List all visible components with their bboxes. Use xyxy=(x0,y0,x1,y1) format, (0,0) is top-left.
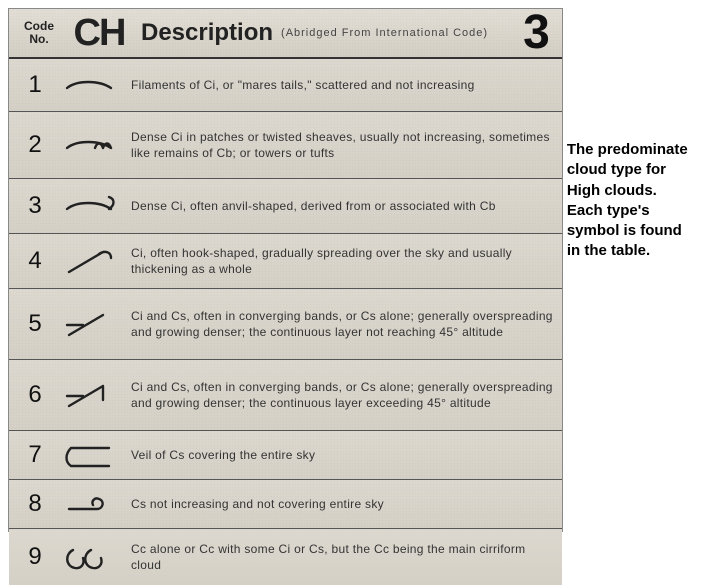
caption-line: The predominate xyxy=(567,141,688,158)
table-row: 1 Filaments of Ci, or "mares tails," scat… xyxy=(9,59,562,112)
description-text: Filaments of Ci, or "mares tails," scatt… xyxy=(125,77,556,93)
cloud-symbol-icon xyxy=(55,379,125,411)
cloud-symbol-icon xyxy=(55,439,125,471)
description-text: Ci and Cs, often in converging bands, or… xyxy=(125,379,556,411)
table-row: 9 Cc alone or Cc with some Ci or Cs, but … xyxy=(9,529,562,585)
caption: The predominate cloud type for High clou… xyxy=(563,0,720,540)
cloud-symbol-icon xyxy=(55,69,125,101)
table-row: 5 Ci and Cs, often in converging bands, o… xyxy=(9,289,562,360)
cloud-code-table: Code No. CH Description (Abridged From I… xyxy=(8,8,563,532)
table-row: 2 Dense Ci in patches or twisted sheaves,… xyxy=(9,112,562,179)
caption-line: symbol is found xyxy=(567,222,682,239)
code-number: 5 xyxy=(15,310,55,338)
code-number: 9 xyxy=(15,543,55,571)
table-row: 6 Ci and Cs, often in converging bands, o… xyxy=(9,360,562,431)
code-number: 1 xyxy=(15,71,55,99)
cloud-symbol-icon xyxy=(55,308,125,340)
description-text: Cc alone or Cc with some Ci or Cs, but t… xyxy=(125,541,556,573)
header-corner-number: 3 xyxy=(523,9,550,57)
code-number: 8 xyxy=(15,490,55,518)
cloud-symbol-icon xyxy=(55,488,125,520)
description-text: Veil of Cs covering the entire sky xyxy=(125,447,556,463)
caption-line: High clouds. xyxy=(567,182,657,199)
table-row: 3 Dense Ci, often anvil-shaped, derived f… xyxy=(9,179,562,234)
code-number: 2 xyxy=(15,131,55,159)
page: Code No. CH Description (Abridged From I… xyxy=(0,0,720,540)
description-text: Dense Ci, often anvil-shaped, derived fr… xyxy=(125,198,556,214)
header-description: Description xyxy=(141,19,273,47)
caption-line: Each type's xyxy=(567,202,650,219)
header-abridged: (Abridged From International Code) xyxy=(281,27,523,39)
cloud-symbol-icon xyxy=(55,541,125,573)
table-rows: 1 Filaments of Ci, or "mares tails," scat… xyxy=(9,59,562,585)
table-row: 7 Veil of Cs covering the entire sky xyxy=(9,431,562,480)
table-row: 8 Cs not increasing and not covering enti… xyxy=(9,480,562,529)
header-ch: CH xyxy=(67,12,131,55)
caption-line: in the table. xyxy=(567,242,650,259)
code-number: 7 xyxy=(15,441,55,469)
code-number: 3 xyxy=(15,192,55,220)
table-header: Code No. CH Description (Abridged From I… xyxy=(9,9,562,59)
table-row: 4 Ci, often hook-shaped, gradually spread… xyxy=(9,234,562,289)
caption-line: cloud type for xyxy=(567,161,666,178)
cloud-symbol-icon xyxy=(55,129,125,161)
code-number: 4 xyxy=(15,247,55,275)
description-text: Cs not increasing and not covering entir… xyxy=(125,496,556,512)
header-code-no: Code No. xyxy=(15,20,63,46)
cloud-symbol-icon xyxy=(55,245,125,277)
description-text: Ci, often hook-shaped, gradually spreadi… xyxy=(125,245,556,277)
description-text: Ci and Cs, often in converging bands, or… xyxy=(125,308,556,340)
description-text: Dense Ci in patches or twisted sheaves, … xyxy=(125,129,556,161)
cloud-symbol-icon xyxy=(55,190,125,222)
code-number: 6 xyxy=(15,381,55,409)
